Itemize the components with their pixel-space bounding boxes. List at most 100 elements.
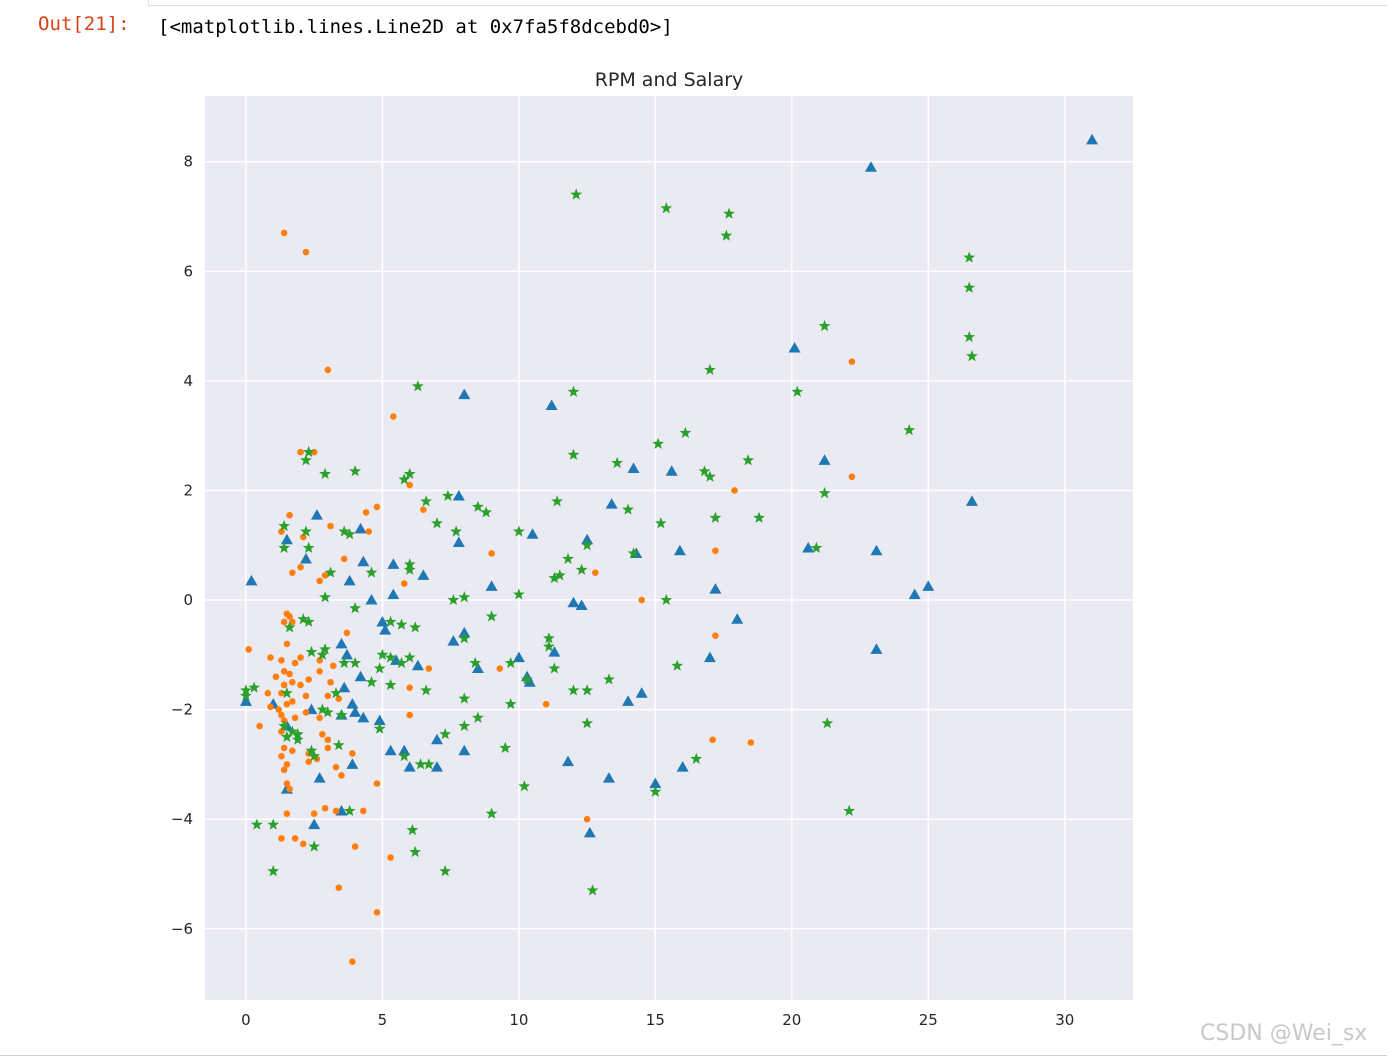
star-point	[302, 615, 315, 627]
triangle-point	[870, 544, 883, 556]
star-point	[343, 804, 356, 816]
triangle-point	[605, 498, 618, 509]
star-point	[504, 656, 517, 669]
circle-point	[297, 448, 304, 456]
star-point	[302, 445, 315, 458]
star-point	[300, 454, 312, 466]
circle-point	[280, 618, 288, 626]
star-point	[267, 865, 280, 877]
circle-point	[297, 681, 304, 689]
star-point	[690, 752, 703, 764]
y-tick-label: −2	[171, 701, 193, 719]
circle-point	[278, 528, 285, 535]
star-point	[581, 539, 594, 551]
star-point	[349, 465, 362, 477]
star-point	[343, 528, 356, 540]
triangle-point	[788, 342, 801, 353]
star-point	[485, 610, 498, 622]
star-point	[286, 725, 299, 737]
circle-point	[406, 481, 414, 489]
star-point	[409, 845, 422, 858]
circle-point	[351, 843, 359, 850]
circle-point	[316, 714, 323, 722]
circle-point	[583, 815, 591, 823]
circle-point	[291, 659, 299, 667]
star-point	[422, 758, 435, 770]
star-point	[406, 823, 419, 836]
star-point	[660, 202, 673, 214]
star-point	[649, 785, 662, 797]
star-point	[581, 684, 594, 696]
star-point	[240, 689, 252, 701]
star-point	[280, 686, 293, 699]
y-tick-label: 4	[183, 372, 193, 390]
circle-point	[245, 646, 252, 653]
triangle-point	[965, 495, 978, 506]
triangle-point	[665, 465, 678, 476]
circle-point	[332, 807, 340, 815]
circle-point	[283, 761, 291, 768]
star-point	[280, 730, 293, 743]
circle-point	[316, 577, 323, 585]
circle-point	[272, 673, 280, 681]
output-prompt: Out[21]:	[38, 13, 130, 35]
circle-point	[373, 909, 381, 916]
star-point	[338, 525, 351, 537]
circle-point	[310, 810, 318, 818]
x-tick-label: 5	[378, 1011, 388, 1029]
circle-point	[349, 958, 356, 965]
star-point	[338, 656, 351, 669]
triangle-point	[649, 777, 662, 789]
star-point	[603, 673, 615, 685]
star-point	[810, 541, 823, 554]
data-points	[239, 133, 1099, 965]
circle-point	[373, 503, 381, 511]
star-point	[384, 678, 397, 690]
star-point	[458, 692, 471, 704]
triangle-point	[485, 580, 498, 591]
triangle-point	[310, 509, 323, 520]
star-point	[723, 207, 735, 219]
star-point	[384, 615, 397, 627]
star-point	[439, 865, 452, 877]
star-point	[567, 684, 580, 696]
circle-point	[335, 884, 343, 891]
triangle-point	[709, 583, 722, 594]
triangle-point	[922, 580, 935, 591]
circle-point	[278, 752, 285, 760]
star-point	[384, 651, 397, 663]
star-point	[403, 467, 416, 480]
star-point	[709, 511, 722, 523]
triangle-point	[313, 772, 326, 783]
star-point	[843, 804, 856, 816]
star-point	[720, 229, 733, 241]
star-point	[818, 319, 831, 332]
triangle-point	[354, 522, 367, 534]
star-point	[278, 719, 291, 732]
star-point	[302, 541, 315, 554]
star-point	[548, 662, 561, 674]
star-point	[611, 456, 624, 469]
star-point	[521, 673, 533, 685]
circle-point	[305, 676, 313, 683]
triangle-point	[379, 624, 392, 635]
star-point	[652, 437, 664, 449]
triangle-point	[398, 744, 411, 756]
triangle-point	[431, 761, 443, 772]
triangle-point	[562, 755, 575, 767]
circle-point	[297, 654, 304, 661]
circle-point	[542, 700, 550, 708]
y-tick-label: 0	[183, 591, 193, 609]
star-point	[679, 426, 692, 438]
triangle-point	[526, 528, 539, 539]
circle-point	[592, 569, 599, 576]
star-point	[543, 632, 555, 644]
star-point	[321, 706, 334, 718]
circle-point	[289, 698, 296, 705]
star-point	[553, 569, 566, 581]
star-point	[551, 495, 563, 507]
circle-point	[302, 248, 310, 256]
triangle-point	[602, 772, 615, 783]
circle-point	[302, 692, 310, 700]
circle-point	[324, 744, 332, 752]
